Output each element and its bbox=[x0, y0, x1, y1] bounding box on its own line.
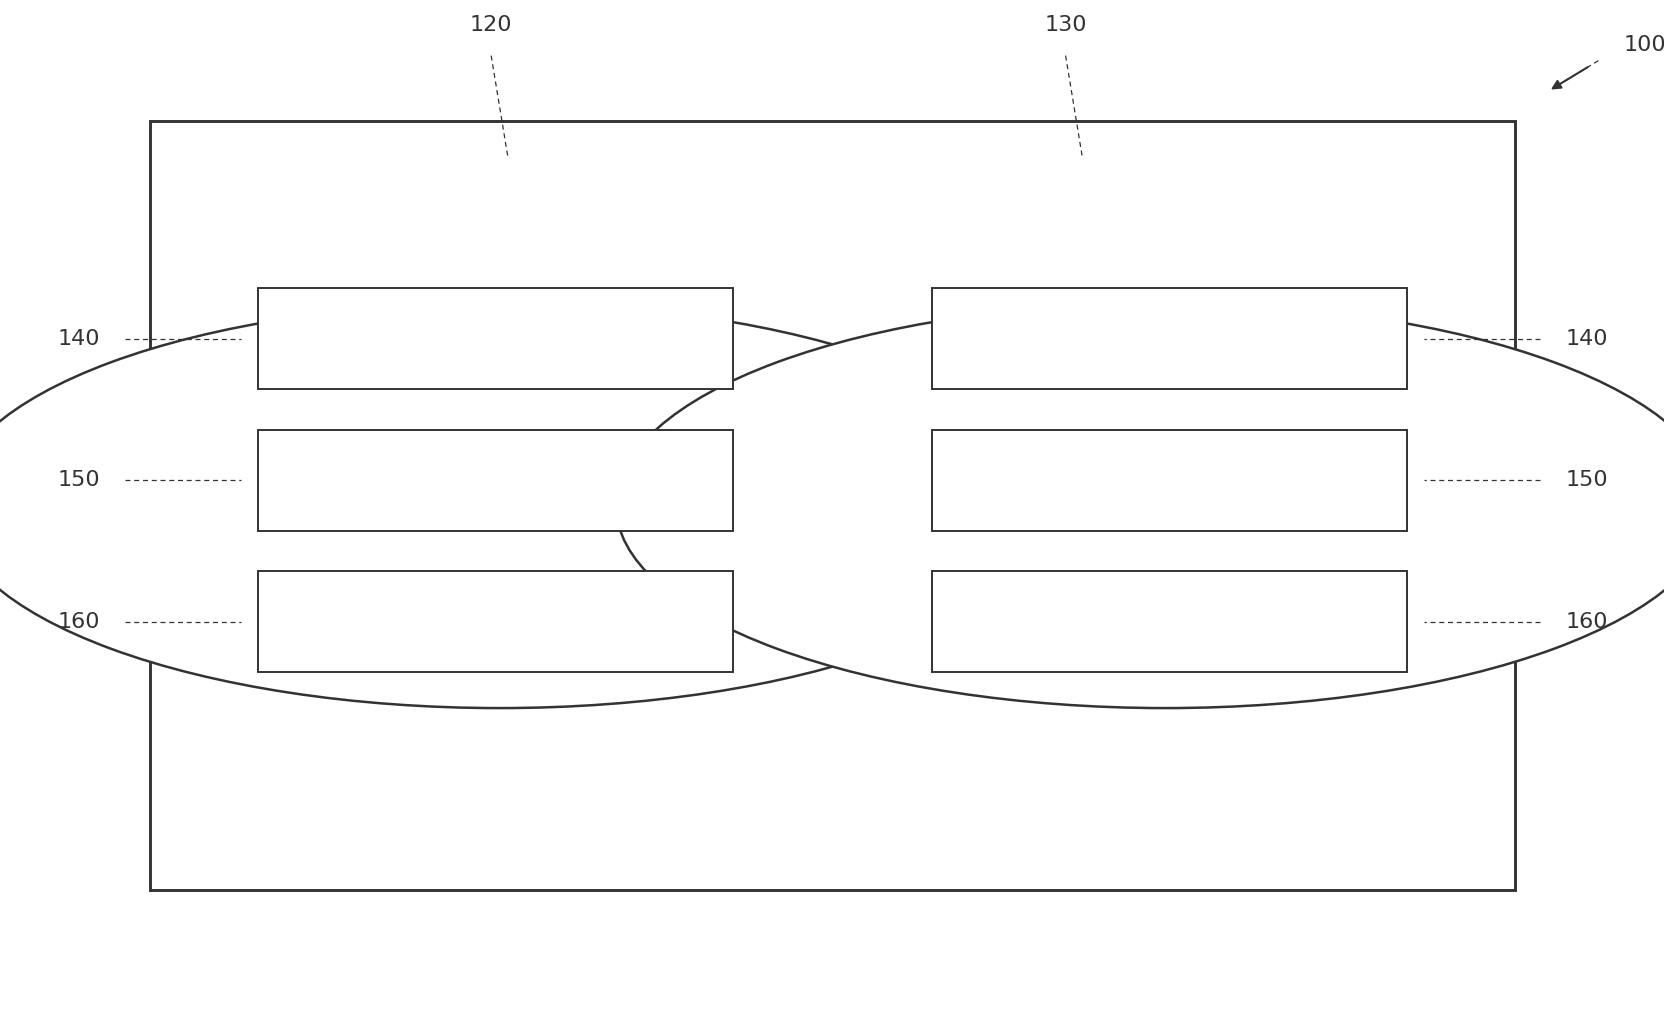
Ellipse shape bbox=[0, 303, 1048, 708]
Text: 140: 140 bbox=[1564, 329, 1607, 349]
Text: 150: 150 bbox=[1564, 470, 1607, 490]
Text: 100: 100 bbox=[1622, 35, 1664, 56]
Text: 160: 160 bbox=[57, 612, 100, 632]
Bar bbox=[932, 430, 1406, 531]
Bar bbox=[258, 430, 732, 531]
Bar bbox=[258, 571, 732, 672]
Text: 150: 150 bbox=[57, 470, 100, 490]
Bar bbox=[932, 571, 1406, 672]
Bar bbox=[258, 288, 732, 389]
Text: 140: 140 bbox=[57, 329, 100, 349]
Text: 160: 160 bbox=[1564, 612, 1607, 632]
Text: 130: 130 bbox=[1043, 15, 1087, 35]
Bar bbox=[150, 121, 1514, 890]
Text: 120: 120 bbox=[469, 15, 513, 35]
Ellipse shape bbox=[616, 303, 1664, 708]
Bar bbox=[932, 288, 1406, 389]
